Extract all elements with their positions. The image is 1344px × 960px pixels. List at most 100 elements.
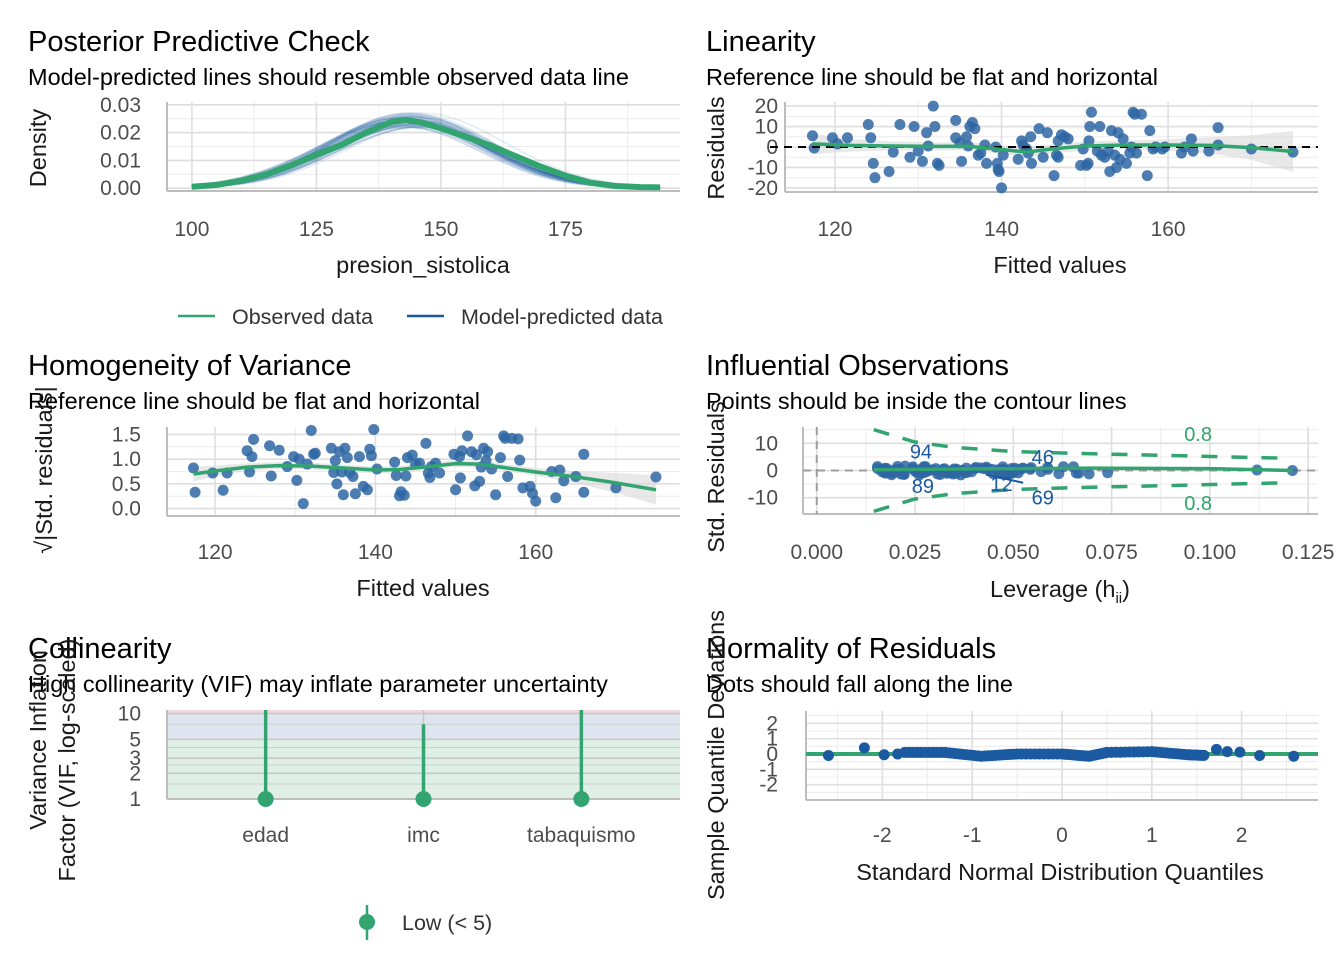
normality-xlabel: Standard Normal Distribution Quantiles [856,859,1264,885]
residual-point [434,467,446,479]
residual-quantile-point [1210,743,1222,755]
residual-point [424,471,436,483]
residual-point [933,159,945,171]
y-tick-label: -1 [759,758,778,781]
residual-point [1187,145,1199,157]
x-tick-label: imc [407,824,440,847]
y-tick-label: -10 [748,156,778,179]
residual-point [1048,170,1060,182]
observed-density-line [191,117,661,191]
residual-point [1117,133,1129,145]
collinearity-ylabel-line2: Factor (VIF, log-scaled) [54,639,80,882]
homogeneity-xlabel: Fitted values [356,575,489,601]
residual-quantile-point [1288,750,1300,762]
residual-point [916,155,928,167]
residual-point [309,447,321,459]
vif-point-tabaquismo [573,791,590,807]
loess-smooth-line [193,461,657,492]
residual-quantile-point [858,742,870,754]
x-tick-label: 175 [548,218,583,241]
observation-point [1286,465,1298,476]
homogeneity-ylabel: √|Std. residuals| [31,386,57,553]
x-tick-label: 0.000 [790,541,843,564]
residual-point [482,446,494,458]
residual-point [1041,127,1053,139]
y-tick-label: 2 [766,712,778,735]
residual-point [1026,157,1038,169]
residual-point [894,119,906,130]
residual-point [390,469,402,481]
residual-point [494,452,506,464]
residual-point [246,451,258,463]
x-tick-label: -2 [873,824,892,847]
residual-quantile-point [1234,746,1246,758]
residual-point [1144,125,1156,137]
residual-point [1037,151,1049,163]
residual-point [454,472,466,484]
residual-point [361,484,373,496]
y-tick-label: 2 [129,762,141,785]
y-tick-label: 0.03 [100,94,141,117]
vif-point-edad [257,791,274,807]
legend-observed-label: Observed data [232,305,373,329]
x-tick-label: 160 [1151,218,1186,241]
observation-id-label: 46 [1032,447,1054,469]
residual-point [887,146,899,158]
y-tick-label: -20 [748,177,778,200]
x-tick-label: 0.125 [1282,541,1335,564]
x-tick-label: 140 [984,218,1019,241]
residual-point [365,450,377,462]
residual-quantile-point [892,748,904,760]
influential-xlabel-end: ) [1122,576,1130,602]
residual-point [1203,145,1215,157]
ppc-ylabel: Density [25,109,51,188]
residual-point [305,424,317,436]
residual-point [1084,121,1096,133]
y-tick-label: -10 [748,487,778,510]
legend-predicted-label: Model-predicted data [461,305,663,329]
observation-id-label: 94 [910,441,932,463]
residual-point [650,471,662,483]
residual-point [921,127,933,139]
y-tick-label: 0 [766,743,778,766]
y-tick-label: 10 [755,432,778,455]
residual-point [248,433,260,445]
residual-point [502,470,514,482]
y-tick-label: 0 [766,460,778,483]
residual-point [470,449,482,461]
residual-point [490,489,502,501]
observation-point [1083,468,1095,480]
residual-point [420,437,432,449]
residual-point [1120,157,1132,169]
residual-point [912,145,924,157]
residual-point [328,466,340,478]
panel-linearity: Linearity Reference line should be flat … [703,26,1318,278]
collinearity-ylabel-line1: Variance Inflation [25,650,51,830]
residual-point [514,454,526,466]
residual-point [550,492,562,504]
residual-point [862,119,874,130]
normality-title: Normality of Residuals [706,633,996,665]
linearity-ylabel: Residuals [703,96,729,199]
influential-ylabel: Std. Residuals [703,401,729,553]
contour-label-upper: 0.8 [1184,424,1212,446]
residual-point [1025,131,1037,143]
residual-point [1212,122,1224,134]
residual-point [869,172,881,184]
residual-point [1085,106,1097,118]
collinearity-subtitle: High collinearity (VIF) may inflate para… [28,671,608,697]
observation-point [898,468,910,480]
vif-point-imc [415,791,432,807]
y-tick-label: 1 [129,788,141,811]
label-connector [985,473,1024,484]
residual-point [331,478,343,490]
x-tick-label: edad [242,824,289,847]
residual-point [1052,151,1064,163]
observation-id-label: 69 [1032,488,1054,510]
residual-point [398,489,410,501]
residual-point [806,130,818,142]
residual-point [1012,153,1024,165]
residual-point [1033,123,1045,135]
legend-low-label: Low (< 5) [402,911,492,935]
x-tick-label: 1 [1146,824,1158,847]
